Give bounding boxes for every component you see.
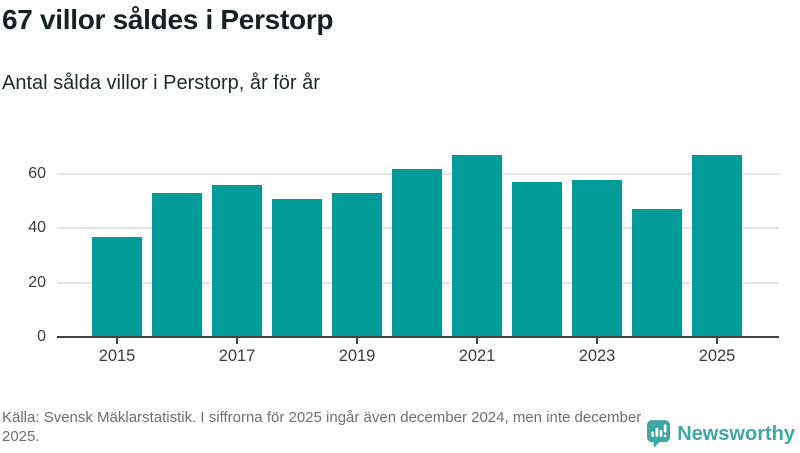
chart-title: 67 villor såldes i Perstorp	[2, 4, 334, 35]
chart-subtitle: Antal sålda villor i Perstorp, år för år	[2, 72, 320, 94]
x-axis-tick-label: 2023	[578, 347, 616, 365]
bar-2016	[152, 193, 202, 337]
y-axis-tick-label: 0	[37, 328, 46, 345]
bar-2019	[332, 193, 382, 337]
x-axis-tick	[116, 338, 118, 344]
x-axis-tick-label: 2015	[98, 347, 136, 365]
x-axis-tick-label: 2017	[218, 347, 256, 365]
bar-2021	[452, 155, 502, 337]
y-axis-tick-label: 40	[28, 219, 46, 237]
x-axis-tick	[596, 338, 598, 344]
source-note: Källa: Svensk Mäklarstatistik. I siffror…	[2, 409, 642, 445]
bar-2020	[392, 168, 442, 337]
x-axis-tick	[716, 338, 718, 344]
bar-2018	[272, 198, 322, 337]
bar-2023	[572, 179, 622, 337]
x-axis-tick-label: 2021	[458, 347, 496, 365]
y-axis-tick-label: 20	[28, 273, 46, 291]
newsworthy-logo-icon	[647, 420, 671, 448]
x-axis-tick	[476, 338, 478, 344]
bar-2022	[512, 182, 562, 337]
bar-chart: 0 20 40 60 2015 2017 2019 2021 2023 2025	[0, 140, 800, 375]
newsworthy-wordmark: Newsworthy	[677, 422, 795, 445]
bar-2025	[692, 155, 742, 337]
x-axis-tick	[236, 338, 238, 344]
y-axis-tick-label: 60	[28, 165, 46, 183]
x-axis-tick-label: 2019	[338, 347, 376, 365]
x-axis-tick	[356, 338, 358, 344]
bar-2024	[632, 209, 682, 337]
newsworthy-logo: Newsworthy	[647, 420, 795, 448]
bar-2017	[212, 184, 262, 337]
x-axis-tick-label: 2025	[698, 347, 736, 365]
x-axis-line	[57, 336, 779, 338]
bar-2015	[92, 236, 142, 337]
